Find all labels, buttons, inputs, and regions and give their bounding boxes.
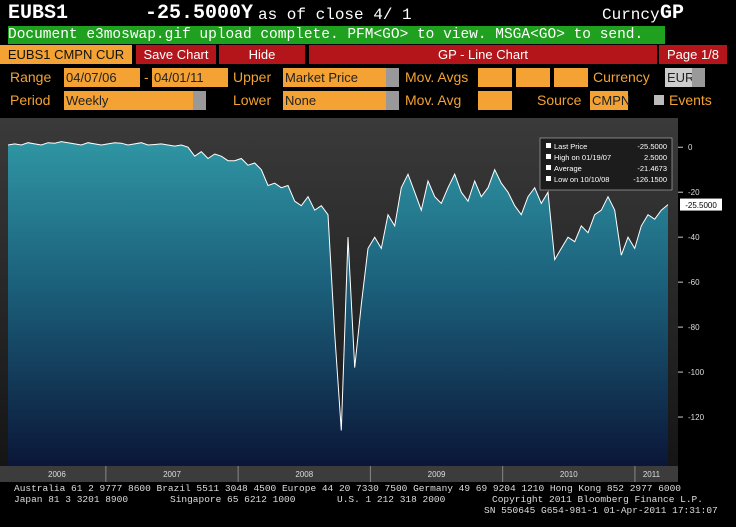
price: -25.5000Y	[145, 2, 254, 25]
save-button[interactable]: Save Chart	[136, 45, 216, 64]
stats-icon	[546, 143, 551, 148]
x-tick-label: 2006	[48, 470, 66, 479]
footer-item: Copyright 2011 Bloomberg Finance L.P.	[492, 494, 703, 505]
mov-avg-input[interactable]	[516, 68, 550, 87]
stats-value: -21.4673	[637, 164, 667, 173]
y-tick-label: -40	[688, 233, 700, 242]
currency-label: Currency	[593, 69, 650, 85]
footer-item: Singapore 65 6212 1000	[170, 494, 296, 505]
period-select[interactable]: Weekly	[64, 91, 206, 110]
period-label: Period	[10, 92, 51, 108]
footer-line: SN 550645 G654-981-1 01-Apr-2011 17:31:0…	[484, 505, 718, 516]
events-checkbox[interactable]	[654, 95, 664, 105]
stats-icon	[546, 154, 551, 159]
dropdown[interactable]	[692, 68, 705, 87]
currency-select[interactable]: EUR	[665, 68, 705, 87]
mov-avg-input[interactable]	[554, 68, 588, 87]
stats-value: -126.1500	[633, 175, 667, 184]
dropdown[interactable]	[386, 68, 399, 87]
footer-item: Japan 81 3 3201 8900	[14, 494, 129, 505]
lower-label: Lower	[233, 92, 272, 108]
stats-icon	[546, 165, 551, 170]
chart: 0 -20 -40 -60 -80 -100 -120 2006 2007 2008 2009 201…	[0, 118, 722, 482]
mov-avg-label: Mov. Avg	[405, 92, 462, 108]
range-start[interactable]: 04/07/06	[64, 68, 140, 87]
as-of: as of close 4/ 1	[258, 6, 412, 24]
mov-avg-input[interactable]	[478, 91, 512, 110]
stats-icon	[546, 176, 551, 181]
x-tick-label: 2011	[643, 470, 661, 479]
stats-value: 2.5000	[644, 153, 667, 162]
y-tick-label: 0	[688, 143, 693, 152]
last-price-label: -25.5000	[685, 201, 717, 210]
x-tick-label: 2008	[295, 470, 313, 479]
stats-label: Last Price	[554, 142, 587, 151]
mov-avg-input[interactable]	[478, 68, 512, 87]
stats-label: High on 01/19/07	[554, 153, 611, 162]
chart-title: GP - Line Chart	[309, 45, 657, 64]
range-end[interactable]: 04/01/11	[152, 68, 228, 87]
footer-line: Australia 61 2 9777 8600 Brazil 5511 304…	[14, 483, 682, 494]
security-type: Curncy	[602, 6, 660, 24]
dropdown[interactable]	[193, 91, 206, 110]
lower-value: None	[285, 93, 317, 108]
upper-label: Upper	[233, 69, 272, 85]
period-value: Weekly	[66, 93, 109, 108]
mov-avgs-label: Mov. Avgs	[405, 69, 469, 85]
function: GP	[660, 2, 685, 25]
currency-value: EUR	[667, 70, 695, 85]
stats-label: Low on 10/10/08	[554, 175, 609, 184]
hide-button[interactable]: Hide	[219, 45, 305, 64]
x-tick-label: 2010	[560, 470, 578, 479]
y-tick-label: -60	[688, 278, 700, 287]
source-label: Source	[537, 92, 582, 108]
price-line	[7, 141, 669, 431]
page-indicator[interactable]: Page 1/8	[659, 45, 727, 64]
stats-box	[539, 137, 673, 191]
last-price-box	[680, 198, 722, 211]
y-tick-label: -120	[688, 413, 705, 422]
events-label: Events	[669, 92, 712, 108]
y-tick-label: -20	[688, 188, 700, 197]
footer-item: U.S. 1 212 318 2000	[337, 494, 446, 505]
ticker: EUBS1	[8, 2, 69, 25]
range-sep: -	[144, 69, 149, 85]
y-tick-label: -100	[688, 368, 705, 377]
status-bar: Document e3moswap.gif upload complete. P…	[8, 26, 665, 44]
x-tick-label: 2007	[163, 470, 181, 479]
security-box[interactable]: EUBS1 CMPN CUR	[0, 45, 132, 64]
y-tick-label: -80	[688, 323, 700, 332]
upper-select[interactable]: Market Price	[283, 68, 399, 87]
source-input[interactable]: CMPN	[590, 91, 631, 110]
area-fill	[8, 141, 668, 466]
x-tick-label: 2009	[428, 470, 446, 479]
stats-label: Average	[554, 164, 582, 173]
lower-select[interactable]: None	[283, 91, 399, 110]
stats-value: -25.5000	[637, 142, 667, 151]
upper-value: Market Price	[285, 70, 358, 85]
dropdown[interactable]	[386, 91, 399, 110]
x-axis-band	[0, 466, 678, 482]
range-label: Range	[10, 69, 52, 85]
